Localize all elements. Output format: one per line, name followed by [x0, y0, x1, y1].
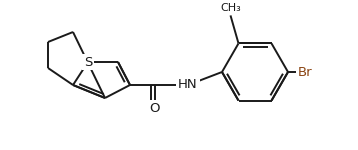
Text: CH₃: CH₃ [220, 3, 241, 13]
Text: Br: Br [298, 66, 313, 78]
Text: HN: HN [178, 78, 198, 92]
Text: O: O [150, 102, 160, 114]
Text: S: S [84, 56, 92, 69]
